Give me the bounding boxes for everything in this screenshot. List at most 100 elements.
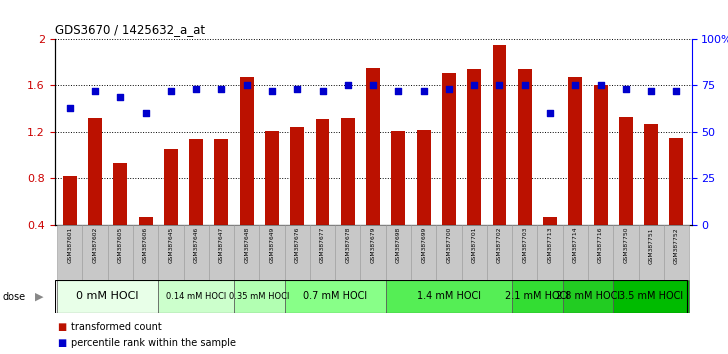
Text: 1.4 mM HOCl: 1.4 mM HOCl bbox=[417, 291, 481, 302]
Bar bbox=[310, 225, 335, 280]
Bar bbox=[512, 280, 563, 313]
Bar bbox=[436, 225, 462, 280]
Point bbox=[317, 88, 328, 94]
Bar bbox=[215, 139, 229, 225]
Text: 2.1 mM HOCl: 2.1 mM HOCl bbox=[505, 291, 569, 302]
Point bbox=[569, 82, 581, 88]
Text: GSM387649: GSM387649 bbox=[269, 227, 274, 263]
Point bbox=[645, 88, 657, 94]
Bar bbox=[613, 280, 689, 313]
Point bbox=[215, 86, 227, 92]
Point bbox=[342, 82, 354, 88]
Bar bbox=[189, 139, 203, 225]
Text: ▶: ▶ bbox=[35, 292, 44, 302]
Bar bbox=[638, 225, 664, 280]
Bar bbox=[138, 217, 153, 225]
Text: ■: ■ bbox=[57, 338, 66, 348]
Point bbox=[140, 110, 151, 116]
Bar bbox=[341, 118, 355, 225]
Bar bbox=[487, 225, 512, 280]
Text: GSM387645: GSM387645 bbox=[168, 227, 173, 263]
Bar bbox=[411, 225, 436, 280]
Bar bbox=[164, 149, 178, 225]
Bar bbox=[290, 127, 304, 225]
Text: GSM387751: GSM387751 bbox=[649, 227, 654, 264]
Bar bbox=[234, 280, 285, 313]
Text: GSM387679: GSM387679 bbox=[371, 227, 376, 263]
Text: GSM387677: GSM387677 bbox=[320, 227, 325, 263]
Bar bbox=[664, 225, 689, 280]
Text: GSM387700: GSM387700 bbox=[446, 227, 451, 263]
Point bbox=[443, 86, 455, 92]
Bar bbox=[234, 225, 259, 280]
Point bbox=[241, 82, 253, 88]
Text: GSM387713: GSM387713 bbox=[547, 227, 553, 263]
Bar bbox=[512, 225, 537, 280]
Text: GSM387750: GSM387750 bbox=[623, 227, 628, 263]
Point bbox=[90, 88, 101, 94]
Text: GSM387752: GSM387752 bbox=[674, 227, 679, 264]
Point bbox=[418, 88, 430, 94]
Text: GDS3670 / 1425632_a_at: GDS3670 / 1425632_a_at bbox=[55, 23, 205, 36]
Point bbox=[519, 82, 531, 88]
Text: GSM387647: GSM387647 bbox=[219, 227, 224, 263]
Bar bbox=[462, 225, 487, 280]
Point bbox=[266, 88, 278, 94]
Text: 0 mM HOCl: 0 mM HOCl bbox=[76, 291, 139, 302]
Point bbox=[620, 86, 632, 92]
Bar bbox=[360, 225, 386, 280]
Text: GSM387601: GSM387601 bbox=[67, 227, 72, 263]
Text: GSM387701: GSM387701 bbox=[472, 227, 477, 263]
Point bbox=[368, 82, 379, 88]
Bar bbox=[386, 225, 411, 280]
Bar bbox=[158, 280, 234, 313]
Bar bbox=[619, 117, 633, 225]
Bar bbox=[88, 118, 102, 225]
Bar bbox=[259, 225, 285, 280]
Text: 0.35 mM HOCl: 0.35 mM HOCl bbox=[229, 292, 290, 301]
Bar bbox=[563, 280, 613, 313]
Bar bbox=[108, 225, 133, 280]
Bar bbox=[316, 119, 330, 225]
Bar bbox=[366, 68, 380, 225]
Point bbox=[494, 82, 505, 88]
Point bbox=[114, 94, 126, 99]
Bar bbox=[588, 225, 613, 280]
Bar bbox=[644, 124, 658, 225]
Text: GSM387699: GSM387699 bbox=[422, 227, 426, 263]
Text: ■: ■ bbox=[57, 322, 66, 332]
Text: 0.14 mM HOCl: 0.14 mM HOCl bbox=[166, 292, 226, 301]
Text: GSM387678: GSM387678 bbox=[345, 227, 350, 263]
Text: dose: dose bbox=[2, 292, 25, 302]
Bar bbox=[133, 225, 158, 280]
Bar bbox=[493, 45, 507, 225]
Text: GSM387698: GSM387698 bbox=[396, 227, 401, 263]
Point bbox=[595, 82, 606, 88]
Bar bbox=[57, 280, 158, 313]
Text: GSM387646: GSM387646 bbox=[194, 227, 199, 263]
Bar bbox=[593, 85, 608, 225]
Bar bbox=[63, 176, 76, 225]
Bar bbox=[265, 131, 279, 225]
Bar bbox=[57, 225, 82, 280]
Point bbox=[468, 82, 480, 88]
Text: GSM387676: GSM387676 bbox=[295, 227, 300, 263]
Point bbox=[392, 88, 404, 94]
Point bbox=[190, 86, 202, 92]
Bar bbox=[537, 225, 563, 280]
Point bbox=[545, 110, 556, 116]
Text: transformed count: transformed count bbox=[71, 322, 162, 332]
Bar bbox=[183, 225, 209, 280]
Text: GSM387605: GSM387605 bbox=[118, 227, 123, 263]
Text: 0.7 mM HOCl: 0.7 mM HOCl bbox=[303, 291, 367, 302]
Text: GSM387702: GSM387702 bbox=[497, 227, 502, 263]
Bar bbox=[240, 77, 253, 225]
Text: GSM387606: GSM387606 bbox=[143, 227, 148, 263]
Bar bbox=[335, 225, 360, 280]
Bar bbox=[518, 69, 531, 225]
Text: 2.8 mM HOCl: 2.8 mM HOCl bbox=[556, 291, 620, 302]
Bar bbox=[543, 217, 557, 225]
Bar bbox=[442, 73, 456, 225]
Text: GSM387703: GSM387703 bbox=[522, 227, 527, 263]
Point bbox=[670, 88, 682, 94]
